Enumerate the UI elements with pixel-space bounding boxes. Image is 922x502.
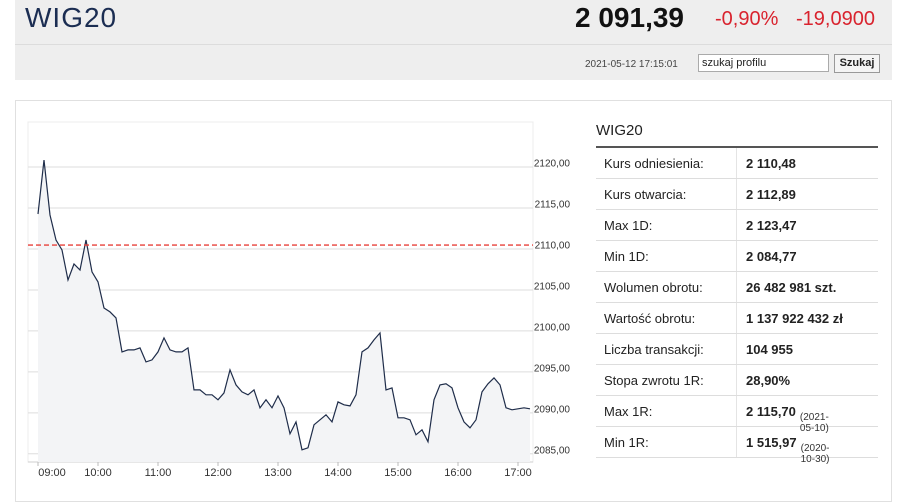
row-label: Kurs odniesienia:	[604, 156, 704, 171]
y-tick-label: 2115,00	[535, 200, 571, 211]
x-tick-label: 17:00	[504, 467, 532, 479]
timestamp: 2021-05-12 17:15:01	[585, 59, 678, 70]
change: -19,0900	[796, 8, 875, 30]
x-tick-label: 16:00	[444, 467, 472, 479]
row-value: 28,90%	[746, 373, 791, 388]
x-tick-label: 12:00	[204, 467, 232, 479]
x-tick-label: 15:00	[384, 467, 412, 479]
x-tick-label: 11:00	[145, 467, 172, 479]
row-value: 2 084,77	[746, 249, 797, 264]
y-tick-label: 2085,00	[534, 445, 571, 456]
column-divider	[736, 303, 737, 333]
x-tick-label: 10:00	[84, 467, 112, 479]
y-tick-label: 2120,00	[534, 159, 571, 170]
x-tick-label: 09:00	[38, 467, 66, 479]
row-value: 2 112,89	[746, 187, 796, 202]
table-row: Min 1R: 1 515,97 (2020-10-30)	[596, 427, 878, 465]
row-label: Liczba transakcji:	[604, 342, 704, 357]
page: WIG20 2 091,39 -0,90% -19,0900 2021-05-1…	[15, 0, 892, 502]
search-button[interactable]: Szukaj	[834, 54, 880, 73]
column-divider	[736, 272, 737, 302]
y-tick-label: 2100,00	[534, 323, 571, 334]
column-divider	[736, 334, 737, 364]
row-value: 2 115,70 (2021-05-10)	[746, 404, 829, 434]
y-tick-label: 2090,00	[534, 404, 571, 415]
table-title: WIG20	[596, 116, 878, 148]
column-divider	[736, 427, 737, 457]
table-row: Wartość obrotu: 1 137 922 432 zł	[596, 303, 878, 334]
area	[38, 160, 530, 462]
table-row: Max 1D: 2 123,47	[596, 210, 878, 241]
table-row: Wolumen obrotu: 26 482 981 szt.	[596, 272, 878, 303]
row-value: 1 137 922 432 zł	[746, 311, 843, 326]
table-row: Liczba transakcji: 104 955	[596, 334, 878, 365]
y-tick-label: 2110,00	[535, 241, 571, 252]
chart: 2085,00 2090,00 2095,00 2100,00 2105,00 2110,…	[27, 121, 571, 479]
column-divider	[736, 179, 737, 209]
index-title: WIG20	[25, 2, 118, 33]
price: 2 091,39	[575, 2, 684, 33]
column-divider	[736, 241, 737, 271]
y-tick-label: 2105,00	[534, 282, 571, 293]
row-note: (2021-05-10)	[799, 412, 829, 434]
table-row: Kurs odniesienia: 2 110,48	[596, 148, 878, 179]
change-percent: -0,90%	[715, 8, 779, 30]
table-row: Min 1D: 2 084,77	[596, 241, 878, 272]
search-input[interactable]: szukaj profilu	[698, 54, 829, 72]
row-label: Wolumen obrotu:	[604, 280, 703, 295]
y-tick-label: 2095,00	[534, 364, 571, 375]
header: WIG20 2 091,39 -0,90% -19,0900 2021-05-1…	[15, 0, 892, 80]
table-row: Max 1R: 2 115,70 (2021-05-10)	[596, 396, 878, 434]
stats-table: WIG20 Kurs odniesienia: 2 110,48 Kurs otwa…	[596, 116, 878, 465]
column-divider	[736, 396, 737, 426]
table-row: Kurs otwarcia: 2 112,89	[596, 179, 878, 210]
column-divider	[736, 365, 737, 395]
x-tick-label: 13:00	[264, 467, 292, 479]
row-label: Kurs otwarcia:	[604, 187, 687, 202]
row-value: 26 482 981 szt.	[746, 280, 837, 295]
row-note: (2020-10-30)	[800, 443, 830, 465]
price-line	[37, 160, 531, 451]
row-label: Min 1R:	[604, 435, 649, 450]
column-divider	[736, 148, 737, 178]
row-label: Min 1D:	[604, 249, 649, 264]
row-value: 2 110,48	[746, 156, 796, 171]
column-divider	[736, 210, 737, 240]
row-value: 104 955	[746, 342, 793, 357]
x-tick-label: 14:00	[324, 467, 352, 479]
row-label: Wartość obrotu:	[604, 311, 696, 326]
row-value: 2 123,47	[746, 218, 797, 233]
row-value: 1 515,97 (2020-10-30)	[746, 435, 830, 465]
row-label: Stopa zwrotu 1R:	[604, 373, 704, 388]
row-label: Max 1R:	[604, 404, 653, 419]
table-row: Stopa zwrotu 1R: 28,90%	[596, 365, 878, 396]
separator	[15, 44, 892, 45]
row-label: Max 1D:	[604, 218, 653, 233]
